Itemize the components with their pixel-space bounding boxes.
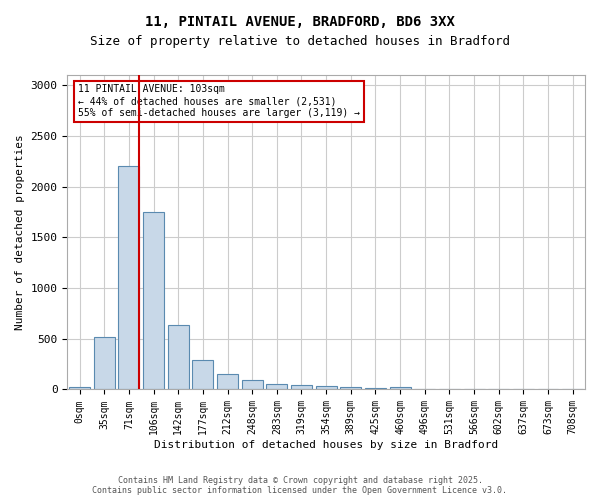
- Bar: [217, 374, 238, 390]
- Bar: [118, 166, 139, 390]
- Text: Size of property relative to detached houses in Bradford: Size of property relative to detached ho…: [90, 35, 510, 48]
- Bar: [389, 388, 410, 390]
- Bar: [168, 325, 188, 390]
- Y-axis label: Number of detached properties: Number of detached properties: [15, 134, 25, 330]
- Bar: [69, 388, 90, 390]
- Bar: [143, 212, 164, 390]
- Bar: [94, 336, 115, 390]
- Bar: [193, 360, 214, 390]
- Bar: [266, 384, 287, 390]
- Bar: [414, 389, 435, 390]
- Text: Contains HM Land Registry data © Crown copyright and database right 2025.
Contai: Contains HM Land Registry data © Crown c…: [92, 476, 508, 495]
- Bar: [316, 386, 337, 390]
- Bar: [291, 385, 312, 390]
- Bar: [340, 387, 361, 390]
- Bar: [365, 388, 386, 390]
- Text: 11 PINTAIL AVENUE: 103sqm
← 44% of detached houses are smaller (2,531)
55% of se: 11 PINTAIL AVENUE: 103sqm ← 44% of detac…: [77, 84, 359, 117]
- Bar: [439, 389, 460, 390]
- Bar: [464, 389, 485, 390]
- Text: 11, PINTAIL AVENUE, BRADFORD, BD6 3XX: 11, PINTAIL AVENUE, BRADFORD, BD6 3XX: [145, 15, 455, 29]
- Bar: [242, 380, 263, 390]
- X-axis label: Distribution of detached houses by size in Bradford: Distribution of detached houses by size …: [154, 440, 498, 450]
